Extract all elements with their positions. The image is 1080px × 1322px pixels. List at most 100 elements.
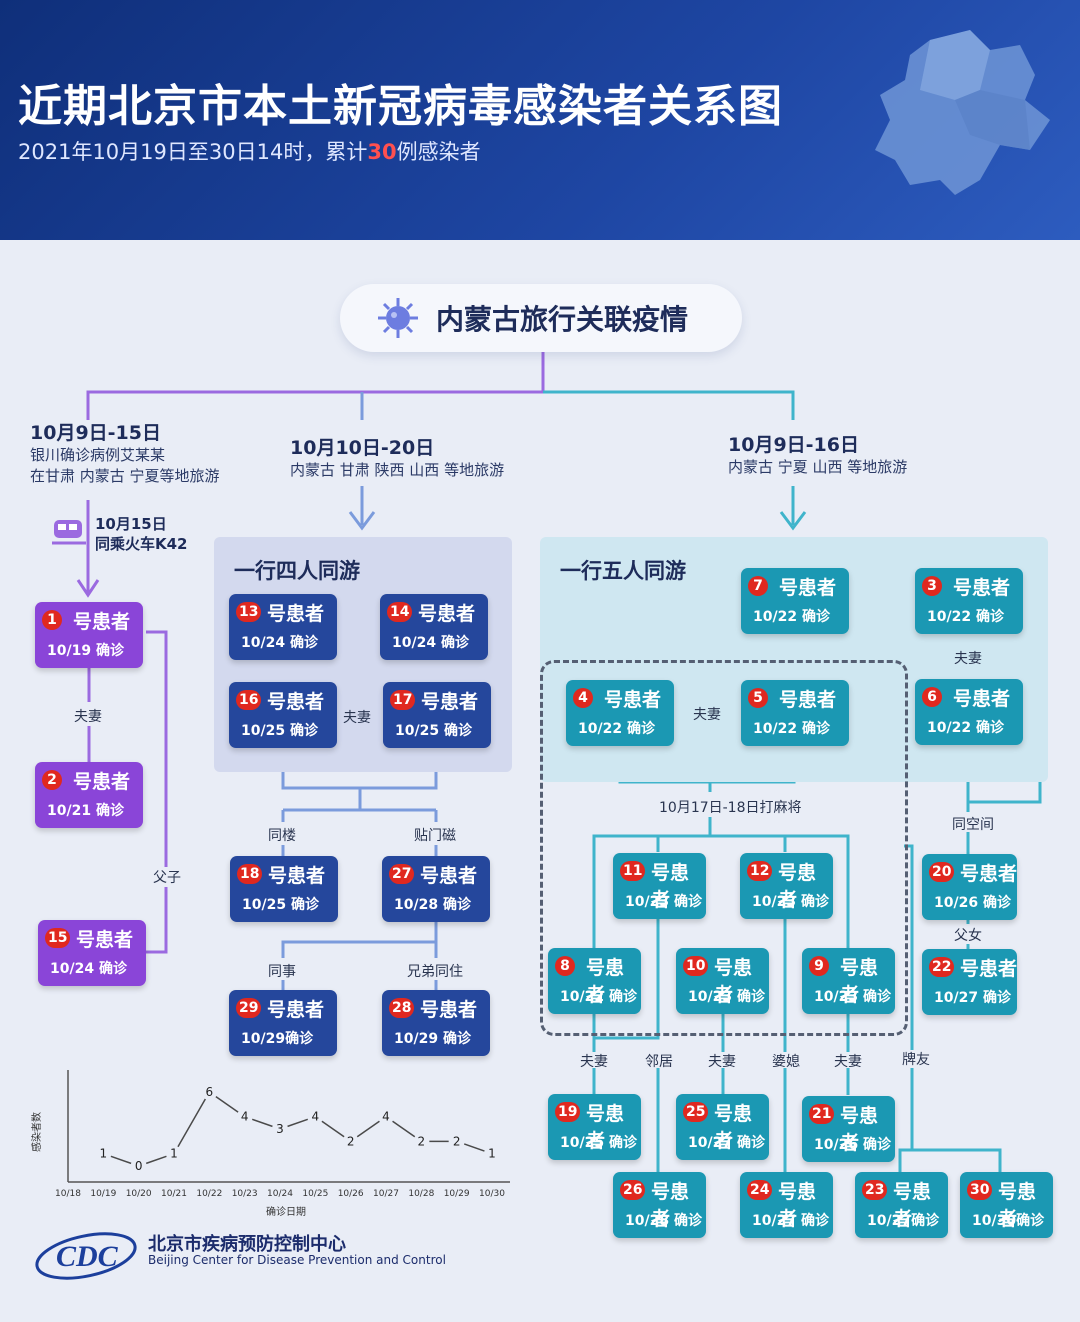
patient-number: 19: [555, 1102, 581, 1122]
data-label: 0: [135, 1159, 143, 1173]
patient-card-22: 22 号患者 10/27 确诊: [922, 949, 1017, 1015]
case-count: 30: [367, 140, 397, 164]
patient-number: 6: [922, 687, 942, 707]
patient-card-16: 16 号患者 10/25 确诊: [229, 682, 337, 748]
series-segment: [215, 1095, 239, 1113]
daily-cases-chart: 感染者数 确诊日期 10/18 10/19 10/20 10/21 10/22 10/23…: [30, 1070, 510, 1218]
patient-card-18: 18 号患者 10/25 确诊: [230, 856, 338, 922]
patient-card-13: 13 号患者 10/24 确诊: [229, 594, 337, 660]
patient-number: 22: [929, 957, 955, 977]
relation-label: 婆媳: [772, 1054, 800, 1070]
org-name-en: Beijing Center for Disease Prevention an…: [148, 1253, 446, 1267]
group-four-title: 一行四人同游: [234, 559, 360, 583]
patient-number: 2: [42, 770, 62, 790]
series-segment: [356, 1120, 380, 1138]
patient-number: 17: [390, 690, 416, 710]
patient-card-9: 9 号患者 10/23 确诊: [802, 948, 895, 1014]
patient-number: 20: [929, 862, 955, 882]
mahjong-label: 10月17日-18日打麻将: [657, 797, 804, 817]
relation-label: 同事: [268, 964, 296, 980]
page-subtitle: 2021年10月19日至30日14时，累计30例感染者: [18, 140, 481, 164]
patient-card-19: 19 号患者 10/25 确诊: [548, 1094, 641, 1160]
group-five-title: 一行五人同游: [560, 559, 686, 583]
train-icon: [52, 520, 86, 545]
patient-number: 16: [236, 690, 262, 710]
trip-2: 10月10日-20日 内蒙古 甘肃 陕西 山西 等地旅游: [290, 437, 505, 479]
data-label: 4: [241, 1110, 249, 1124]
patient-number: 30: [967, 1180, 993, 1200]
patient-card-28: 28 号患者 10/29 确诊: [382, 990, 490, 1056]
series-segment: [463, 1143, 485, 1152]
org-name-cn: 北京市疾病预防控制中心: [148, 1234, 346, 1255]
patient-card-21: 21 号患者 10/26 确诊: [802, 1096, 895, 1162]
mahjong-group: [540, 660, 908, 1036]
data-label: 4: [312, 1110, 320, 1124]
patient-card-6: 6 号患者 10/22 确诊: [915, 679, 1023, 745]
patient-card-2: 2 号患者 10/21 确诊: [35, 762, 143, 828]
patient-card-5: 5 号患者 10/22 确诊: [741, 680, 849, 746]
x-tick-label: 10/19: [90, 1189, 116, 1199]
patient-card-27: 27 号患者 10/28 确诊: [382, 856, 490, 922]
page-title: 近期北京市本土新冠病毒感染者关系图: [18, 81, 783, 132]
patient-number: 23: [862, 1180, 888, 1200]
x-tick-label: 10/27: [373, 1189, 399, 1199]
patient-number: 24: [747, 1180, 773, 1200]
relation-label: 夫妻: [834, 1054, 862, 1070]
series-segment: [177, 1098, 207, 1148]
relation-label: 父子: [153, 867, 181, 887]
data-label: 2: [418, 1134, 426, 1148]
data-label: 6: [206, 1085, 214, 1099]
data-label: 1: [488, 1147, 496, 1161]
patient-number: 1: [42, 610, 62, 630]
train-note: 10月15日 同乘火车K42: [95, 515, 188, 553]
relation-label: 夫妻: [343, 710, 371, 726]
patient-card-11: 11 号患者 10/23 确诊: [613, 853, 706, 919]
patient-number: 13: [236, 602, 262, 622]
root-label: 内蒙古旅行关联疫情: [436, 303, 689, 336]
data-label: 1: [170, 1147, 178, 1161]
data-label: 2: [453, 1134, 461, 1148]
relation-label: 夫妻: [580, 1054, 608, 1070]
patient-number: 12: [747, 861, 773, 881]
x-tick-label: 10/24: [267, 1189, 293, 1199]
x-tick-label: 10/25: [302, 1189, 328, 1199]
relation-label: 夫妻: [708, 1054, 736, 1070]
series-segment: [287, 1118, 309, 1128]
patient-number: 3: [922, 576, 942, 596]
data-label: 2: [347, 1134, 355, 1148]
patient-number: 4: [573, 688, 593, 708]
patient-number: 9: [809, 956, 829, 976]
logo-text: CDC: [56, 1240, 119, 1273]
patient-card-25: 25 号患者 10/27 确诊: [676, 1094, 769, 1160]
data-label: 3: [276, 1122, 284, 1136]
x-tick-label: 10/26: [338, 1189, 364, 1199]
series-segment: [145, 1155, 167, 1165]
relation-label: 同楼: [268, 828, 296, 844]
cdc-logo-icon: CDC: [35, 1232, 137, 1280]
series-segment: [110, 1155, 132, 1165]
relation-label: 贴门磁: [414, 828, 456, 844]
virus-icon: [378, 298, 418, 338]
root-event: 内蒙古旅行关联疫情: [340, 284, 742, 352]
patient-card-4: 4 号患者 10/22 确诊: [566, 680, 674, 746]
patient-card-20: 20 号患者 10/26 确诊: [922, 854, 1017, 920]
patient-number: 25: [683, 1102, 709, 1122]
patient-card-3: 3 号患者 10/22 确诊: [915, 568, 1023, 634]
patient-number: 18: [237, 864, 263, 884]
series-segment: [251, 1118, 273, 1128]
patient-number: 28: [389, 998, 415, 1018]
x-tick-label: 10/21: [161, 1189, 187, 1199]
x-tick-label: 10/30: [479, 1189, 505, 1199]
x-tick-label: 10/28: [408, 1189, 434, 1199]
y-axis-label: 感染者数: [30, 1112, 43, 1152]
header-banner: 近期北京市本土新冠病毒感染者关系图 2021年10月19日至30日14时，累计3…: [0, 0, 1080, 240]
patient-card-26: 26 号患者 10/28 确诊: [613, 1172, 706, 1238]
x-tick-label: 10/18: [55, 1189, 81, 1199]
patient-number: 11: [620, 861, 646, 881]
patient-card-17: 17 号患者 10/25 确诊: [383, 682, 491, 748]
series-segment: [321, 1120, 345, 1138]
trip-3: 10月9日-16日 内蒙古 宁夏 山西 等地旅游: [728, 434, 908, 476]
patient-card-12: 12 号患者 10/23 确诊: [740, 853, 833, 919]
patient-card-23: 23 号患者 10/27确诊: [855, 1172, 948, 1238]
relation-label: 夫妻: [954, 651, 982, 667]
